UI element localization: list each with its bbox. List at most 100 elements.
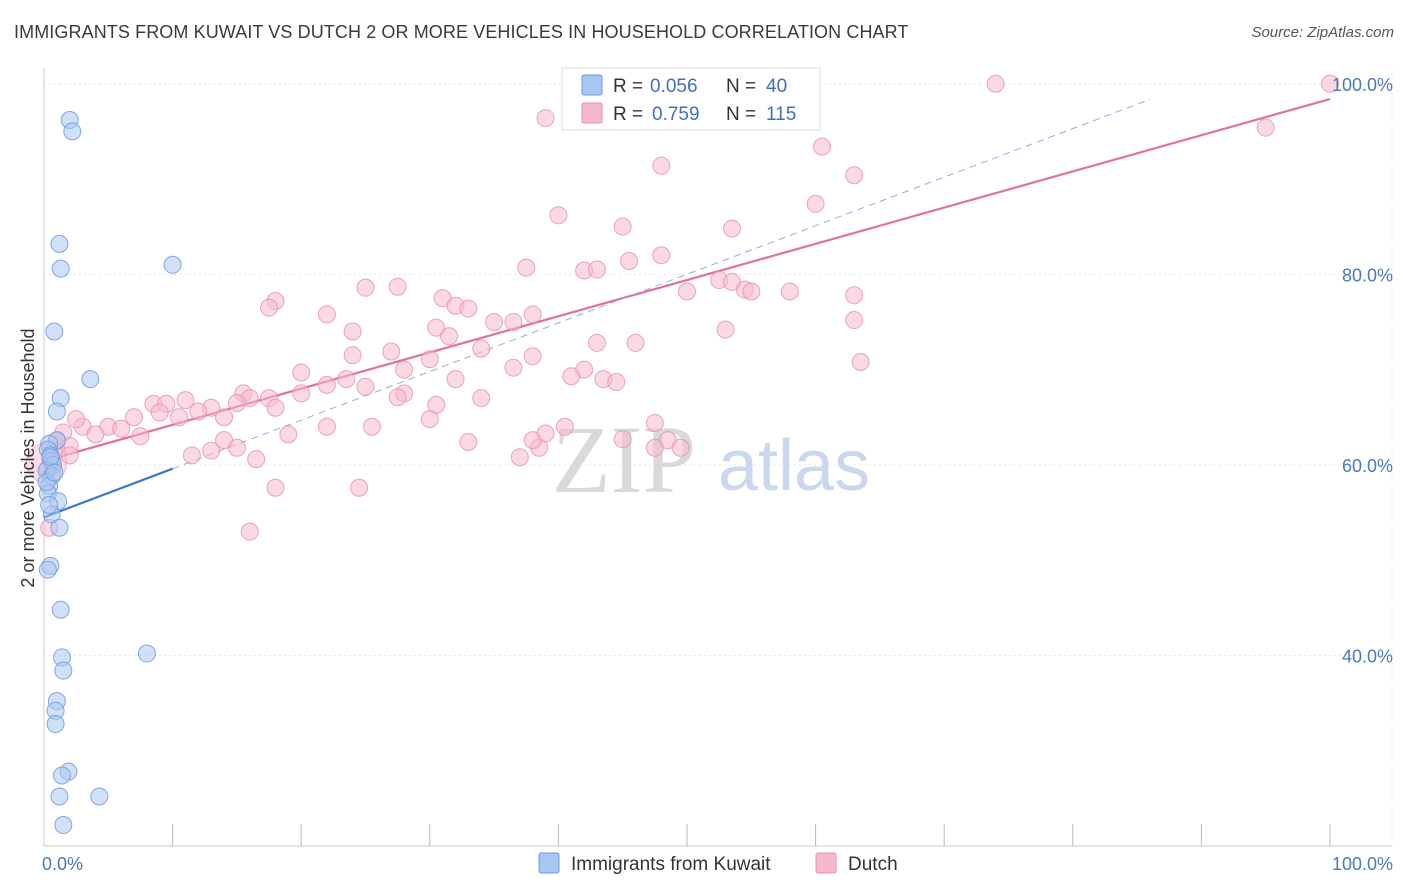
y-axis-title: 2 or more Vehicles in Household: [18, 328, 38, 587]
point-kuwait-5: [45, 322, 64, 341]
point-dutch-29: [317, 305, 336, 324]
point-dutch-91: [227, 438, 246, 457]
legend-r-value-kuwait: 0.056: [650, 76, 698, 97]
point-dutch-108: [266, 478, 285, 497]
point-dutch-103: [645, 413, 664, 432]
point-kuwait-23: [38, 560, 57, 579]
point-dutch-105: [182, 446, 201, 465]
point-dutch-72: [150, 403, 169, 422]
point-dutch-2: [536, 109, 555, 128]
point-dutch-33: [504, 312, 523, 331]
point-dutch-14: [517, 258, 536, 277]
legend-swatch-kuwait: [581, 74, 603, 96]
point-kuwait-27: [54, 661, 73, 680]
point-dutch-32: [523, 305, 542, 324]
point-dutch-40: [587, 333, 606, 352]
legend-n-value-dutch: 115: [766, 104, 796, 125]
point-kuwait-4: [163, 255, 182, 274]
legend-r-value-dutch: 0.759: [652, 104, 700, 125]
point-dutch-93: [317, 417, 336, 436]
point-dutch-41: [626, 333, 645, 352]
point-kuwait-33: [50, 787, 69, 806]
point-dutch-51: [395, 360, 414, 379]
y-tick-label-1: 60.0%: [1342, 456, 1393, 476]
point-dutch-106: [202, 441, 221, 460]
point-kuwait-1: [63, 122, 82, 141]
point-dutch-46: [337, 370, 356, 389]
point-dutch-74: [189, 402, 208, 421]
point-dutch-12: [652, 246, 671, 265]
point-dutch-16: [587, 260, 606, 279]
point-dutch-47: [420, 350, 439, 369]
point-dutch-92: [279, 425, 298, 444]
point-dutch-1: [1321, 74, 1339, 93]
point-dutch-60: [388, 388, 407, 407]
y-tick-label-0: 40.0%: [1342, 646, 1393, 666]
point-kuwait-25: [137, 644, 156, 663]
point-dutch-39: [845, 311, 864, 330]
source-credit: Source: ZipAtlas.com: [1251, 24, 1394, 41]
point-dutch-49: [504, 358, 523, 377]
legend-n-label-kuwait: N =: [726, 76, 756, 97]
point-dutch-13: [620, 251, 639, 270]
point-kuwait-3: [51, 259, 70, 278]
point-dutch-70: [176, 391, 195, 410]
point-dutch-75: [215, 408, 234, 427]
y-tick-label-3: 100.0%: [1332, 75, 1393, 95]
point-dutch-53: [562, 367, 581, 386]
legend-label-kuwait: Immigrants from Kuwait: [571, 854, 771, 875]
point-dutch-28: [260, 298, 279, 317]
watermark-atlas: atlas: [718, 426, 870, 506]
point-dutch-38: [716, 320, 735, 339]
point-dutch-8: [806, 194, 825, 213]
point-dutch-110: [240, 522, 259, 541]
point-dutch-67: [292, 384, 311, 403]
point-dutch-76: [125, 408, 144, 427]
point-dutch-112: [645, 438, 664, 457]
legend-n-value-kuwait: 40: [766, 76, 787, 97]
trend-line-kuwait-extension: [172, 98, 1151, 470]
point-dutch-20: [388, 277, 407, 296]
point-dutch-80: [112, 419, 131, 438]
point-dutch-79: [86, 425, 105, 444]
tick-labels: 40.0% 60.0% 80.0% 100.0% 0.0% 100.0%: [42, 75, 1393, 874]
data-points: [26, 74, 1339, 835]
legend-label-dutch: Dutch: [848, 854, 898, 875]
point-dutch-36: [427, 318, 446, 337]
point-dutch-7: [845, 166, 864, 185]
legend-swatch-kuwait-bottom: [538, 852, 560, 874]
point-dutch-21: [678, 282, 696, 301]
point-dutch-25: [845, 286, 864, 305]
point-kuwait-34: [90, 787, 109, 806]
watermark: ZIP atlas: [552, 406, 870, 513]
legend-swatch-dutch-bottom: [815, 852, 837, 874]
point-dutch-35: [343, 322, 362, 341]
point-dutch-23: [742, 282, 761, 301]
point-kuwait-2: [50, 234, 69, 253]
point-dutch-66: [266, 398, 285, 417]
point-kuwait-8: [47, 402, 66, 421]
point-dutch-96: [459, 433, 478, 452]
point-dutch-10: [613, 217, 632, 236]
point-dutch-81: [67, 410, 86, 429]
point-dutch-19: [356, 278, 375, 297]
point-dutch-100: [536, 424, 555, 443]
point-dutch-34: [485, 312, 504, 331]
point-kuwait-32: [53, 766, 72, 785]
point-dutch-101: [555, 417, 574, 436]
point-dutch-114: [607, 372, 626, 391]
x-tick-label-0: 0.0%: [42, 854, 83, 874]
x-tick-label-1: 100.0%: [1332, 854, 1393, 874]
watermark-zip: ZIP: [552, 406, 696, 513]
point-kuwait-36: [41, 448, 60, 467]
legend-swatch-dutch: [581, 102, 603, 124]
point-dutch-45: [292, 363, 311, 382]
series-legend: Immigrants from Kuwait Dutch: [538, 852, 898, 875]
point-kuwait-21: [50, 518, 69, 537]
point-dutch-43: [472, 339, 491, 358]
point-dutch-59: [472, 389, 491, 408]
point-dutch-6: [652, 156, 671, 175]
point-dutch-0: [986, 74, 1005, 93]
point-dutch-65: [227, 393, 246, 412]
